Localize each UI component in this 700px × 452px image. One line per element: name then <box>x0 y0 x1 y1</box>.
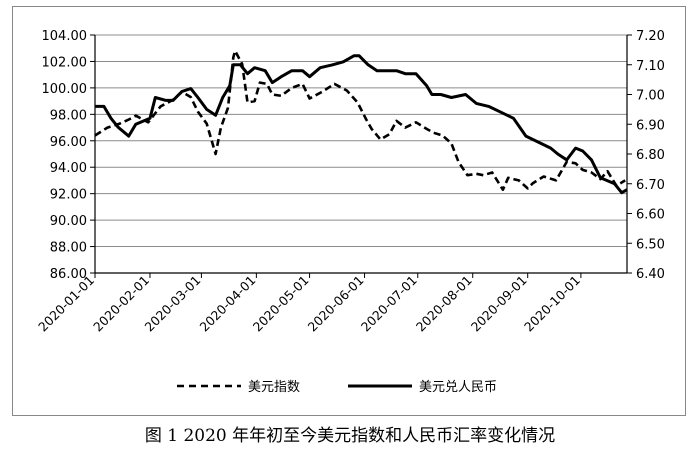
right-tick-label: 6.50 <box>636 237 665 252</box>
x-tick-label: 2020-10-01 <box>521 273 583 335</box>
right-tick-label: 6.90 <box>636 118 665 133</box>
series-line-usd-cny <box>95 54 628 195</box>
right-tick-label: 7.20 <box>636 29 665 44</box>
x-tick-label: 2020-03-01 <box>142 273 204 335</box>
right-tick-label: 6.80 <box>636 148 665 163</box>
right-tick-label: 6.70 <box>636 178 665 193</box>
x-tick-label: 2020-06-01 <box>305 273 367 335</box>
chart-frame <box>12 6 686 416</box>
x-tick-label: 2020-04-01 <box>197 273 259 335</box>
right-tick-label: 7.10 <box>636 59 665 74</box>
right-tick-label: 6.40 <box>636 267 665 282</box>
gridlines <box>95 34 627 274</box>
x-tick-label: 2020-05-01 <box>250 273 312 335</box>
legend-label-usd-cny: 美元兑人民币 <box>419 380 497 395</box>
right-axis-ticks: 6.40 6.50 6.60 6.70 6.80 6.90 7.00 7.10 7.20 <box>627 29 665 282</box>
left-tick-label: 96.00 <box>50 135 87 150</box>
axes <box>94 35 628 274</box>
left-tick-label: 92.00 <box>50 188 87 203</box>
left-tick-label: 94.00 <box>50 161 87 176</box>
left-tick-label: 90.00 <box>50 214 87 229</box>
left-tick-label: 102.00 <box>42 55 88 70</box>
right-tick-label: 6.60 <box>636 208 665 223</box>
left-tick-label: 104.00 <box>42 29 88 44</box>
series-lines <box>94 49 628 195</box>
left-axis-ticks: 86.00 88.00 90.00 92.00 94.00 96.00 98.00 100.0… <box>42 29 95 282</box>
x-tick-label: 2020-08-01 <box>413 273 475 335</box>
left-tick-label: 98.00 <box>50 108 87 123</box>
legend-label-usd-index: 美元指数 <box>248 380 300 395</box>
x-axis-ticks: 2020-01-012020-02-012020-03-012020-04-01… <box>35 273 583 335</box>
x-tick-label: 2020-09-01 <box>468 273 530 335</box>
right-tick-label: 7.00 <box>636 89 665 104</box>
series-line-usd-index <box>94 49 626 191</box>
left-tick-label: 88.00 <box>50 241 87 256</box>
x-tick-label: 2020-07-01 <box>358 273 420 335</box>
figure-caption: 图 1 2020 年年初至今美元指数和人民币汇率变化情况 <box>144 426 556 446</box>
left-tick-label: 100.00 <box>42 82 88 97</box>
left-tick-label: 86.00 <box>50 267 87 282</box>
legend: 美元指数 美元兑人民币 <box>177 380 497 395</box>
